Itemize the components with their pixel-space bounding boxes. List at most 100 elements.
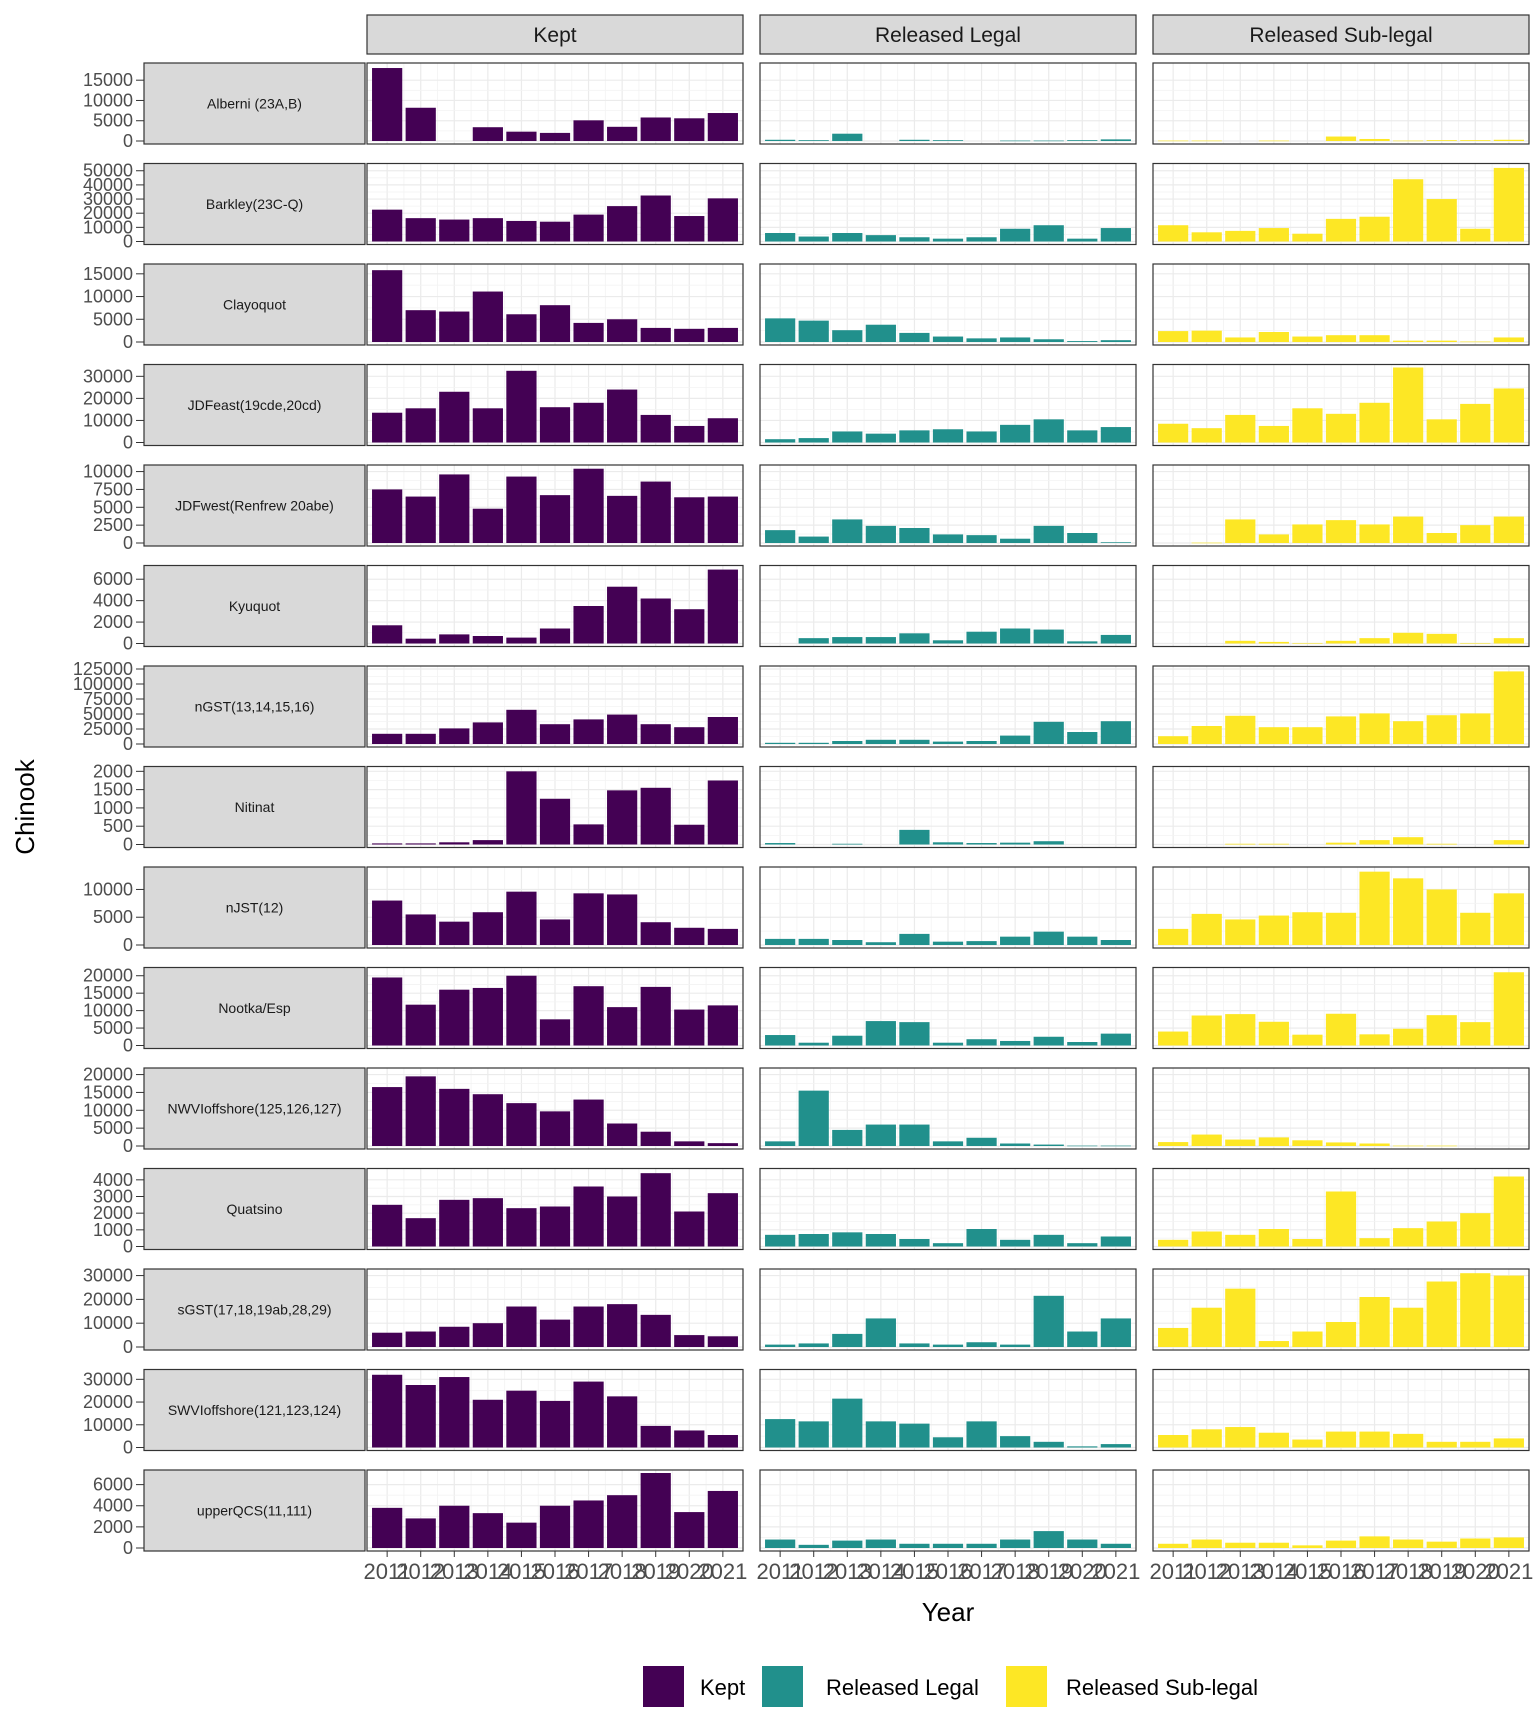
bar (1067, 1539, 1098, 1548)
bar (1100, 1318, 1131, 1347)
bar (1225, 1427, 1256, 1448)
bar (865, 942, 896, 945)
bar (966, 1342, 997, 1347)
panel (759, 363, 1137, 447)
bar (1067, 140, 1098, 141)
bar (372, 733, 403, 744)
bar (1493, 139, 1524, 141)
x-tick-label: 2020 (665, 1559, 714, 1584)
bar (1493, 893, 1524, 945)
bar (899, 237, 930, 242)
bar (539, 221, 571, 242)
y-tick-label: 6000 (93, 569, 133, 589)
x-tick-label: 2016 (1317, 1559, 1366, 1584)
bar (1033, 419, 1064, 443)
bar (1493, 1438, 1524, 1448)
bar (674, 1141, 705, 1146)
row-strip (143, 966, 366, 1050)
y-tick-label: 1000 (93, 1220, 133, 1240)
bar (707, 928, 738, 945)
bar (1393, 1145, 1424, 1147)
y-tick-label: 10000 (83, 1415, 133, 1435)
bar (966, 741, 997, 744)
x-tick-label: 2013 (823, 1559, 872, 1584)
bar (372, 1204, 403, 1247)
bar (439, 219, 470, 242)
y-tick-label: 7500 (93, 479, 133, 499)
bar (674, 425, 705, 443)
y-tick-label: 20000 (83, 966, 133, 986)
bar (472, 1323, 503, 1347)
bar (765, 1419, 796, 1448)
row-strip (143, 363, 366, 447)
y-tick-label: 30000 (83, 189, 133, 209)
bar (707, 1490, 738, 1548)
y-tick-label: 10000 (83, 1001, 133, 1021)
bar (1325, 413, 1357, 443)
y-tick-label: 4000 (93, 1170, 133, 1190)
x-tick-label: 2014 (463, 1559, 512, 1584)
row-strip-label: Barkley(23C-Q) (206, 196, 303, 212)
panel (366, 765, 744, 849)
bar (1191, 726, 1222, 744)
y-tick-label: 0 (123, 1036, 133, 1056)
y-tick-label: 40000 (83, 175, 133, 195)
bar (1158, 928, 1189, 945)
panel (1152, 62, 1530, 145)
bar (640, 414, 671, 443)
bar (707, 113, 738, 141)
bar (1100, 1033, 1131, 1046)
bar (1067, 936, 1098, 945)
bar (832, 1398, 863, 1448)
panel (759, 162, 1137, 246)
bar (1426, 633, 1457, 644)
row-strip (143, 1067, 366, 1150)
x-tick-label: 2015 (890, 1559, 939, 1584)
bar (674, 1430, 705, 1448)
bar (865, 1539, 896, 1548)
bar (1292, 642, 1323, 644)
bar (1000, 1143, 1031, 1146)
bar (765, 530, 796, 543)
bar (1067, 1446, 1098, 1448)
bar (707, 198, 738, 242)
bar (640, 1473, 671, 1548)
y-tick-label: 3000 (93, 1187, 133, 1207)
panel-border (759, 464, 1137, 547)
bar (674, 216, 705, 242)
bar (932, 1141, 964, 1146)
bar (1033, 339, 1064, 342)
panel (1152, 263, 1530, 346)
bar (1426, 340, 1457, 342)
y-tick-label: 20000 (83, 1392, 133, 1412)
y-tick-label: 2000 (93, 761, 133, 781)
panel (1152, 1067, 1530, 1150)
bar (1426, 1145, 1457, 1147)
bar (607, 206, 638, 242)
x-tick-label: 2019 (1417, 1559, 1466, 1584)
bar (405, 107, 436, 141)
bar (899, 739, 930, 744)
bar (865, 324, 896, 342)
panel (366, 1268, 744, 1351)
bar (1033, 1234, 1064, 1247)
row-strip (143, 1268, 366, 1351)
bar (506, 975, 537, 1046)
panel (366, 1469, 744, 1552)
panel-border (366, 162, 744, 246)
bar (1158, 423, 1189, 443)
bar (1325, 842, 1357, 845)
bar (1225, 640, 1256, 644)
x-tick-label: 2021 (1484, 1559, 1533, 1584)
panel-border (366, 866, 744, 949)
bar (573, 606, 604, 644)
x-tick-label: 2011 (363, 1559, 410, 1584)
bar (1359, 871, 1390, 945)
bar (1393, 878, 1424, 945)
x-tick-label: 2012 (1182, 1559, 1231, 1584)
bar (765, 139, 796, 141)
bar (1258, 332, 1289, 342)
bar (405, 914, 436, 945)
panel-border (1152, 363, 1530, 447)
bar (1000, 424, 1031, 443)
